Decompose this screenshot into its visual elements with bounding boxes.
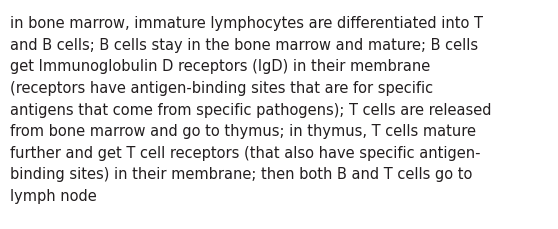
Text: in bone marrow, immature lymphocytes are differentiated into T
and B cells; B ce: in bone marrow, immature lymphocytes are… bbox=[10, 16, 492, 203]
